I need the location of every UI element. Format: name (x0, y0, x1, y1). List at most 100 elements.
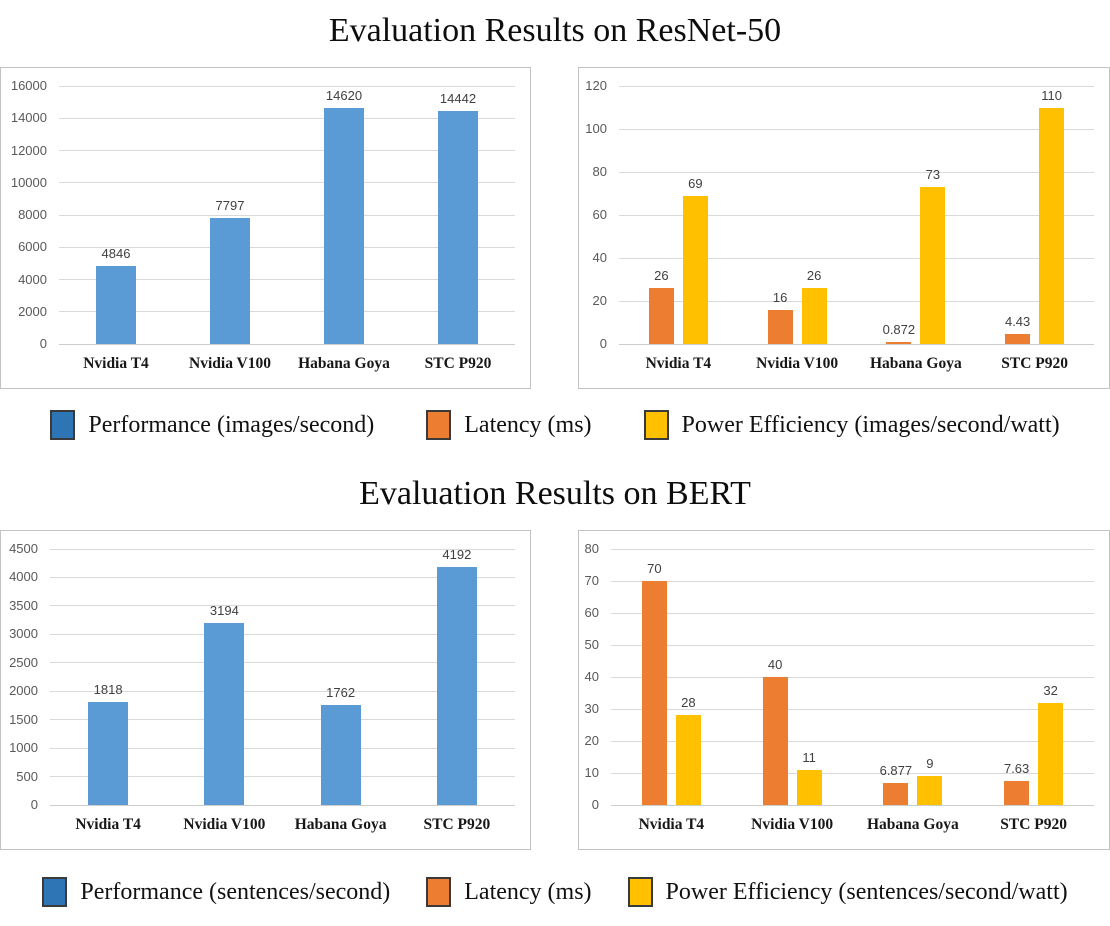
category-label: Habana Goya (867, 816, 959, 833)
value-label: 69 (688, 175, 703, 191)
y-tick-label: 2000 (9, 683, 38, 699)
y-tick-label: 10000 (10, 174, 47, 190)
gridline (50, 747, 515, 749)
value-label: 32 (1043, 682, 1058, 698)
category-label: STC P920 (1001, 355, 1068, 372)
bar-nvidia-v100 (796, 769, 822, 805)
bar-nvidia-t4 (641, 581, 667, 805)
value-label: 14442 (439, 91, 477, 107)
gridline (50, 576, 515, 578)
gridline (611, 644, 1094, 646)
legend-label-power: Power Efficiency (sentences/second/watt) (665, 878, 1068, 905)
category-label: STC P920 (424, 355, 492, 372)
y-tick-label: 3500 (9, 597, 38, 613)
category-label: Nvidia T4 (83, 355, 149, 372)
y-tick-label: 4000 (9, 569, 38, 585)
y-tick-label: 40 (592, 250, 607, 265)
gridline (619, 300, 1094, 302)
category-label: Nvidia T4 (638, 816, 705, 833)
value-label: 70 (647, 561, 662, 576)
latency-swatch-icon (426, 877, 452, 907)
y-tick-label: 2000 (18, 303, 47, 319)
bar-stc-p920 (438, 111, 478, 344)
y-tick-label: 2500 (9, 654, 38, 670)
gridline (611, 740, 1094, 742)
value-label: 110 (1041, 87, 1062, 103)
gridline (611, 676, 1094, 678)
value-label: 4.43 (1004, 314, 1031, 330)
gridline (619, 343, 1094, 345)
value-label: 9 (926, 756, 934, 772)
gridline (50, 548, 515, 550)
value-label: 4192 (442, 546, 472, 562)
bert-charts-row: 0 500 1000 1500 2000 2500 3000 3500 4000 4500 1818… (0, 530, 1110, 850)
y-tick-label: 80 (584, 541, 599, 556)
gridline (611, 548, 1094, 550)
y-tick-label: 50 (584, 637, 599, 652)
value-label: 73 (925, 167, 941, 183)
value-label: 7797 (215, 198, 245, 214)
bar-nvidia-v100 (204, 623, 245, 805)
bert-latency-power-chart: 0 10 20 30 40 50 60 70 80 70 28 Nvidia T4 40 11 Nvidia… (578, 530, 1110, 850)
gridline (59, 182, 515, 184)
bar-nvidia-t4 (682, 195, 708, 344)
legend-label-latency: Latency (ms) (464, 878, 592, 905)
legend-label-latency: Latency (ms) (464, 411, 592, 438)
gridline (50, 633, 515, 635)
y-tick-label: 0 (599, 336, 607, 351)
gridline (611, 804, 1094, 806)
gridline (59, 150, 515, 151)
bar-habana-goya (920, 187, 946, 344)
y-tick-label: 6000 (18, 239, 47, 255)
bar-habana-goya (883, 782, 909, 805)
value-label: 26 (654, 268, 669, 284)
category-label: Habana Goya (294, 816, 387, 833)
y-tick-label: 3000 (9, 626, 38, 642)
legend-item-latency: Latency (ms) (426, 877, 592, 907)
value-label: 3194 (209, 603, 239, 619)
gridline (619, 171, 1094, 173)
legend-item-power: Power Efficiency (images/second/watt) (643, 410, 1060, 440)
resnet-latency-power-chart: 0 20 40 60 80 100 120 26 69 Nvidia T4 16 26 Nvidia V… (578, 67, 1110, 389)
y-tick-label: 500 (16, 768, 38, 784)
y-tick-label: 0 (591, 797, 599, 812)
bert-legend: Performance (sentences/second) Latency (… (0, 870, 1110, 914)
y-tick-label: 8000 (18, 207, 47, 222)
category-label: Habana Goya (298, 355, 390, 372)
category-label: Nvidia V100 (183, 816, 266, 833)
bar-stc-p920 (1005, 334, 1031, 344)
category-label: Nvidia V100 (756, 355, 839, 372)
gridline (619, 85, 1094, 87)
bar-nvidia-v100 (762, 677, 788, 805)
gridline (619, 257, 1094, 259)
resnet-charts-row: 0 2000 4000 6000 8000 10000 12000 14000 16000 484… (0, 67, 1110, 389)
bar-stc-p920 (1004, 780, 1030, 805)
y-tick-label: 10 (584, 765, 599, 780)
y-tick-label: 0 (30, 797, 38, 812)
value-label: 28 (681, 695, 696, 711)
bar-nvidia-t4 (96, 265, 136, 344)
gridline (611, 580, 1094, 582)
bar-nvidia-t4 (648, 288, 674, 344)
value-label: 1762 (326, 684, 356, 700)
y-tick-label: 12000 (10, 142, 47, 158)
bar-nvidia-v100 (801, 288, 827, 344)
bar-stc-p920 (436, 566, 477, 805)
gridline (59, 343, 515, 345)
category-label: STC P920 (423, 816, 491, 833)
y-tick-label: 1500 (9, 711, 38, 727)
gridline (59, 311, 515, 313)
category-label: Habana Goya (870, 355, 962, 372)
resnet-section-title: Evaluation Results on ResNet-50 (328, 12, 782, 49)
category-label: Nvidia V100 (751, 816, 834, 833)
y-tick-label: 20 (592, 293, 607, 308)
bar-nvidia-t4 (675, 715, 701, 805)
category-label: STC P920 (1000, 816, 1067, 833)
value-label: 6.877 (879, 762, 913, 778)
gridline (50, 662, 515, 664)
gridline (59, 214, 515, 216)
performance-swatch-icon (42, 877, 68, 907)
y-tick-label: 16000 (10, 78, 47, 93)
resnet-performance-chart: 0 2000 4000 6000 8000 10000 12000 14000 16000 484… (0, 67, 531, 389)
